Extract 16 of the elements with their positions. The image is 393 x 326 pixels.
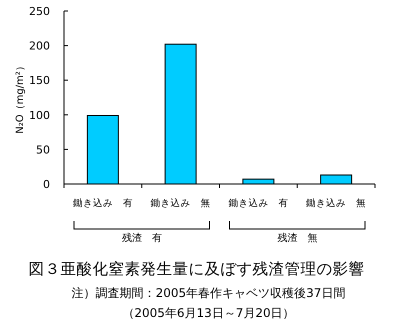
y-axis-title: N₂O（mg/m²） (15, 61, 26, 134)
text: 図３亜酸化窒素発生量に及ぼす残渣管理の影響 (28, 260, 364, 278)
text: 残渣 有 (122, 232, 162, 244)
y-tick-label: 200 (29, 40, 50, 53)
y-tick-label: 250 (29, 5, 50, 18)
x-tick-label: 鋤き込み 無 (150, 197, 211, 209)
y-tick-label: 100 (29, 108, 50, 122)
text: （2005年6月13日～7月20日） (122, 306, 295, 320)
x-tick-label: 鋤き込み 有 (228, 197, 288, 209)
text: 注）調査期間：2005年春作キャベツ収穫後37日間 (72, 286, 346, 300)
y-tick-label: 50 (36, 143, 50, 156)
text: 残渣 無 (277, 232, 318, 244)
x-tick-label: 鋤き込み 無 (306, 197, 366, 209)
y-tick-label: 0 (43, 178, 50, 191)
y-tick-label: 150 (29, 74, 50, 88)
x-tick-label: 鋤き込み 有 (72, 197, 133, 209)
